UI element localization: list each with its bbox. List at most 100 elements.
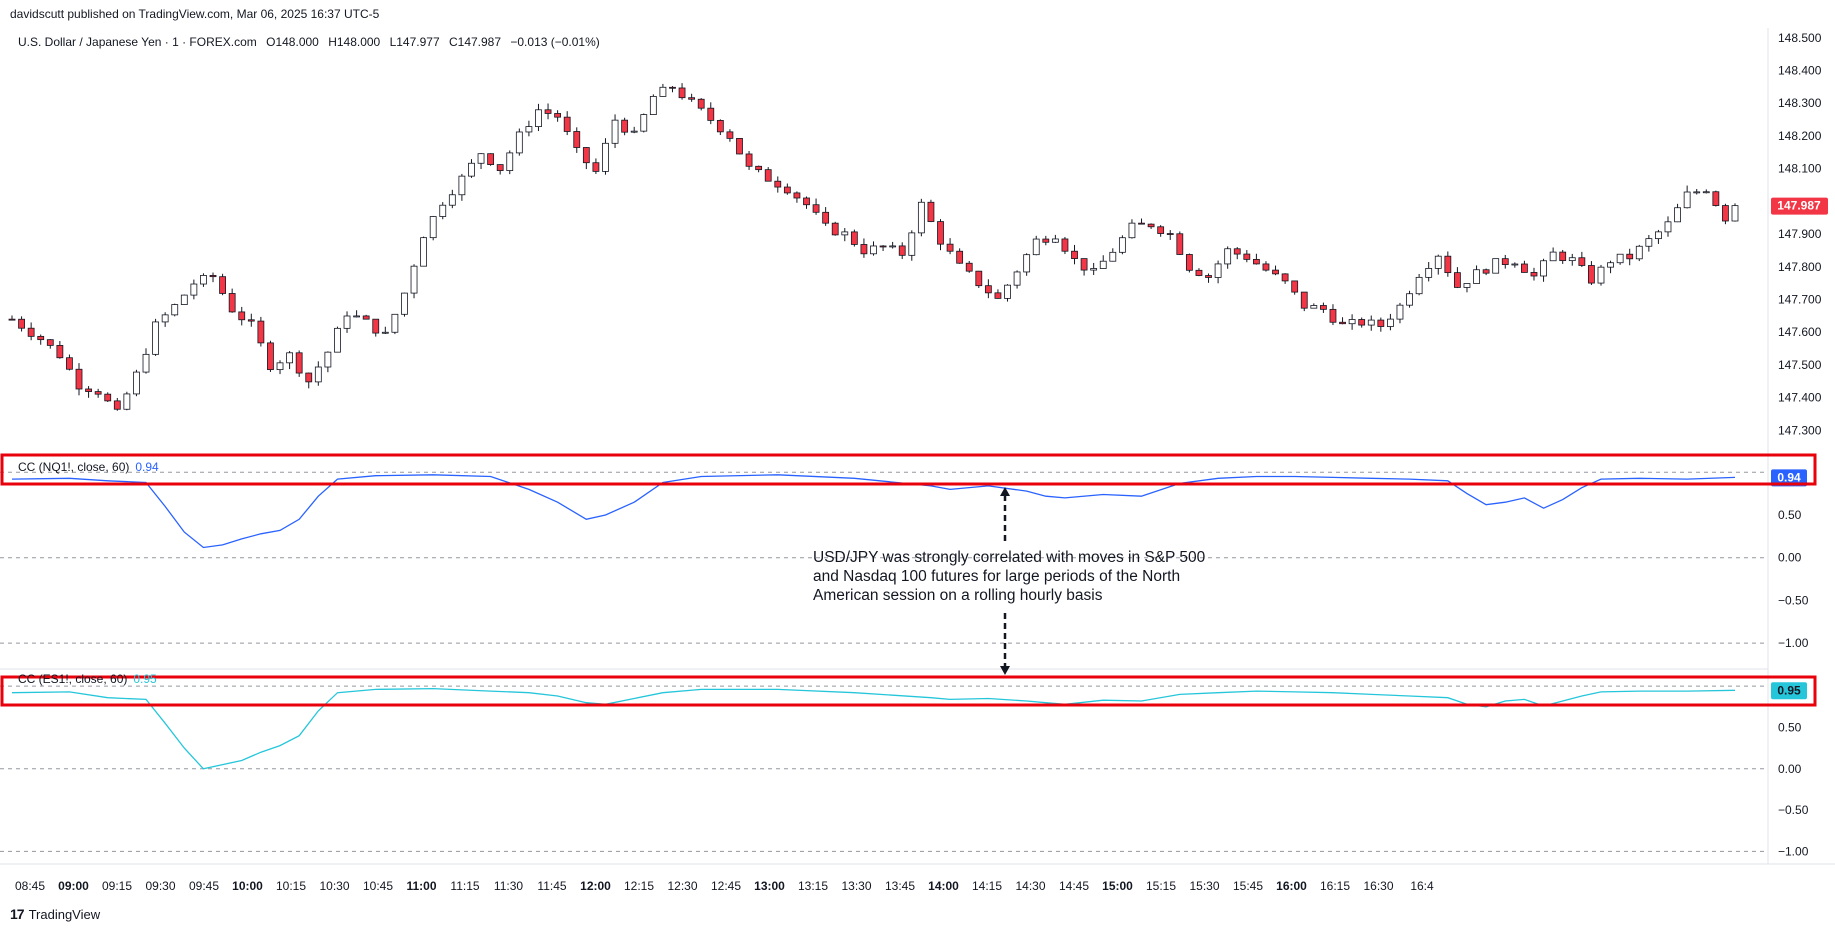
es-correlation-axis[interactable]: 0.50 0.00 −0.50 −1.00 (1778, 720, 1809, 858)
candle (429, 215, 437, 241)
correlation-tick-label: 0.00 (1778, 551, 1802, 565)
nq-correlation-pane[interactable] (0, 471, 1768, 644)
candle (870, 241, 877, 256)
price-tick-label: 147.300 (1778, 423, 1822, 437)
candle (1731, 203, 1739, 222)
candle (1051, 234, 1059, 243)
candle (1645, 234, 1653, 252)
candle (1655, 229, 1662, 244)
candle (37, 334, 45, 345)
es-correlation-pane[interactable] (0, 685, 1768, 852)
candle (439, 202, 447, 220)
time-tick-label: 10:15 (276, 879, 306, 893)
candle (75, 363, 83, 396)
nq-highlight-box (0, 453, 1817, 486)
legend-low: L147.977 (389, 35, 440, 49)
candle (1530, 267, 1538, 281)
time-tick-label: 12:00 (580, 879, 611, 893)
candle (1319, 302, 1327, 313)
es-legend-value: 0.95 (133, 672, 157, 686)
price-tick-label: 147.500 (1778, 358, 1822, 372)
price-pane[interactable] (8, 83, 1739, 411)
candle (142, 348, 150, 374)
candle (94, 388, 102, 398)
time-tick-label: 09:30 (145, 879, 175, 893)
correlation-tick-label: 0.00 (1778, 762, 1802, 776)
es-legend-label[interactable]: CC (ES1!, close, 60) (18, 672, 128, 686)
candle (506, 150, 514, 175)
candle (448, 189, 456, 209)
last-price-tag: 147.987 (1771, 197, 1828, 215)
candle (1071, 244, 1078, 265)
candle (1004, 284, 1011, 302)
candle (975, 270, 983, 288)
candle (1310, 303, 1318, 309)
candle (247, 313, 255, 327)
candle (1492, 258, 1500, 274)
candle (353, 310, 361, 318)
candle (956, 248, 964, 264)
candle (1358, 317, 1366, 328)
candle (573, 127, 581, 153)
candle (276, 360, 284, 375)
candle (1032, 235, 1040, 256)
legend-symbol[interactable]: U.S. Dollar / Japanese Yen · 1 · FOREX.c… (18, 35, 257, 49)
candle (1080, 258, 1088, 276)
candle (1683, 185, 1691, 209)
candle (994, 289, 1002, 299)
candle (774, 176, 782, 193)
time-tick-label: 09:00 (58, 879, 89, 893)
candle (1616, 253, 1624, 265)
nq-legend-label[interactable]: CC (NQ1!, close, 60) (18, 460, 130, 474)
candle (1166, 230, 1174, 240)
candle (898, 242, 906, 260)
candle (133, 369, 140, 397)
candle (161, 312, 169, 327)
price-tick-label: 148.200 (1778, 129, 1822, 143)
candle (18, 316, 25, 332)
candle (123, 391, 131, 411)
candle (1367, 315, 1375, 331)
es-legend[interactable]: CC (ES1!, close, 60) 0.95 (18, 672, 157, 686)
candle (295, 350, 303, 377)
time-tick-label: 15:00 (1102, 879, 1133, 893)
time-tick-label: 15:45 (1233, 879, 1263, 893)
svg-text:0.94: 0.94 (1777, 470, 1801, 484)
time-tick-label: 10:00 (232, 879, 263, 893)
time-tick-label: 11:15 (450, 879, 479, 893)
candle (1473, 265, 1480, 284)
candle (1013, 270, 1021, 289)
candle (200, 273, 207, 287)
candle (56, 341, 64, 359)
candle (219, 273, 226, 296)
main-legend[interactable]: U.S. Dollar / Japanese Yen · 1 · FOREX.c… (18, 35, 606, 49)
time-tick-label: 16:00 (1276, 879, 1307, 893)
time-tick-label: 10:45 (363, 879, 393, 893)
tradingview-logo[interactable]: 17 TradingView (10, 906, 100, 922)
candle (420, 236, 428, 267)
nq-legend[interactable]: CC (NQ1!, close, 60) 0.94 (18, 460, 159, 474)
time-tick-label: 14:30 (1015, 879, 1045, 893)
price-tick-label: 147.800 (1778, 260, 1822, 274)
candle (1128, 219, 1136, 239)
candle (1702, 189, 1710, 194)
arrow-down-to-es (1000, 613, 1010, 675)
candle (1176, 231, 1184, 256)
candle (381, 326, 389, 335)
nq-correlation-axis[interactable]: 0.50 0.00 −0.50 −1.00 (1778, 508, 1809, 650)
candle (1578, 251, 1586, 267)
time-axis[interactable]: 08:45 09:00 09:15 09:30 09:45 10:00 10:15 10:30… (15, 879, 1434, 893)
candle (1138, 218, 1145, 225)
candle (544, 103, 552, 120)
time-tick-label: 11:00 (406, 879, 436, 893)
candle (1454, 267, 1461, 289)
candle (602, 138, 609, 175)
candle (582, 147, 590, 170)
candle (1635, 244, 1643, 262)
nq-value-tag: 0.94 (1771, 469, 1807, 487)
candle (1214, 260, 1222, 284)
candle (468, 159, 475, 178)
price-axis[interactable]: 148.500 148.400 148.300 148.200 148.100 147.9… (1778, 31, 1822, 438)
time-tick-label: 13:00 (754, 879, 785, 893)
time-tick-label: 12:15 (624, 879, 654, 893)
